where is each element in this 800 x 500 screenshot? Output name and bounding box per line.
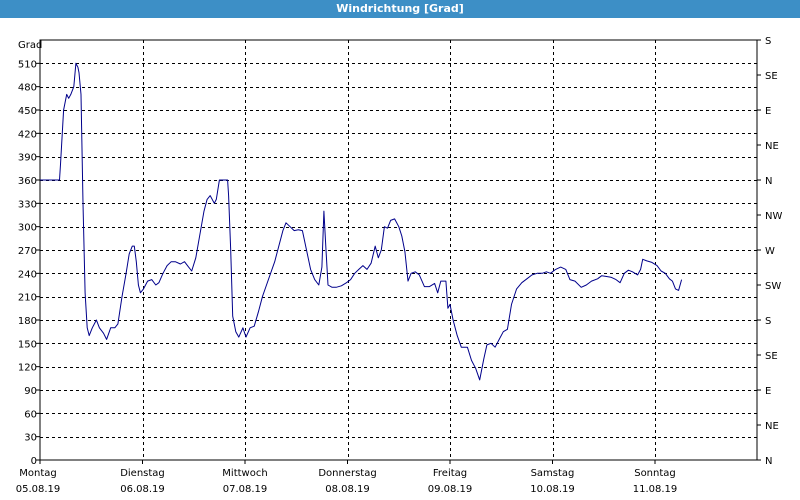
series-layer [40,62,683,381]
y2-axis-ticks: N NE E SE S SW W NW N NE E SE S [757,36,782,467]
x-tick-date: 09.08.19 [428,484,473,495]
y2-tick-label: E [765,386,771,397]
y2-tick-label: NE [765,141,779,152]
y-tick-label: 210 [18,293,37,304]
y2-tick-label: SE [765,351,778,362]
x-tick-day: Samstag [531,468,575,479]
y-tick-label: 60 [24,409,37,420]
x-tick-day: Mittwoch [222,468,267,479]
y-tick-label: 120 [18,363,37,374]
y2-tick-label: SE [765,71,778,82]
y2-tick-label: W [765,246,775,257]
y-tick-label: 90 [24,386,37,397]
y-tick-label: 180 [18,316,37,327]
y-tick-label: 420 [18,129,37,140]
x-tick-day: Freitag [433,468,467,479]
y-tick-label: 480 [18,83,37,94]
y-tick-label: 330 [18,199,37,210]
y-tick-label: 240 [18,269,37,280]
y-tick-label: 360 [18,176,37,187]
x-tick-day: Donnerstag [318,468,376,479]
x-tick-date: 06.08.19 [120,484,165,495]
plot-frame [39,39,758,461]
x-tick-day: Montag [19,468,56,479]
y-tick-label: 30 [24,433,37,444]
y-tick-label: 300 [18,223,37,234]
x-tick-date: 10.08.19 [530,484,575,495]
y2-tick-label: N [765,456,772,467]
y-tick-label: 390 [18,153,37,164]
x-tick-date: 07.08.19 [223,484,268,495]
series-line [40,62,683,381]
x-axis-ticks: Montag 05.08.19 Dienstag 06.08.19 Mittwoch 07… [16,460,678,495]
x-tick-date: 11.08.19 [633,484,678,495]
x-tick-date: 08.08.19 [325,484,370,495]
y2-tick-label: NW [765,211,782,222]
y2-tick-label: NE [765,421,779,432]
chart-title: Windrichtung [Grad] [336,2,464,15]
y-tick-label: 270 [18,246,37,257]
y-axis-ticks: 0 30 60 90 120 150 180 210 240 270 300 330 360 390 420… [18,59,40,467]
y-tick-label: 510 [18,59,37,70]
grid-layer [40,40,757,460]
y2-tick-label: S [765,36,771,47]
y2-tick-label: E [765,106,771,117]
y2-tick-label: S [765,316,771,327]
y-tick-label: 150 [18,339,37,350]
x-tick-date: 05.08.19 [16,484,61,495]
y2-tick-label: N [765,176,772,187]
y-tick-label: 450 [18,106,37,117]
x-tick-day: Dienstag [120,468,165,479]
y-tick-label: 0 [31,456,37,467]
y2-tick-label: SW [765,281,781,292]
x-tick-day: Sonntag [634,468,676,479]
y-axis-label: Grad [18,40,42,51]
chart-title-bar: Windrichtung [Grad] [0,0,800,18]
